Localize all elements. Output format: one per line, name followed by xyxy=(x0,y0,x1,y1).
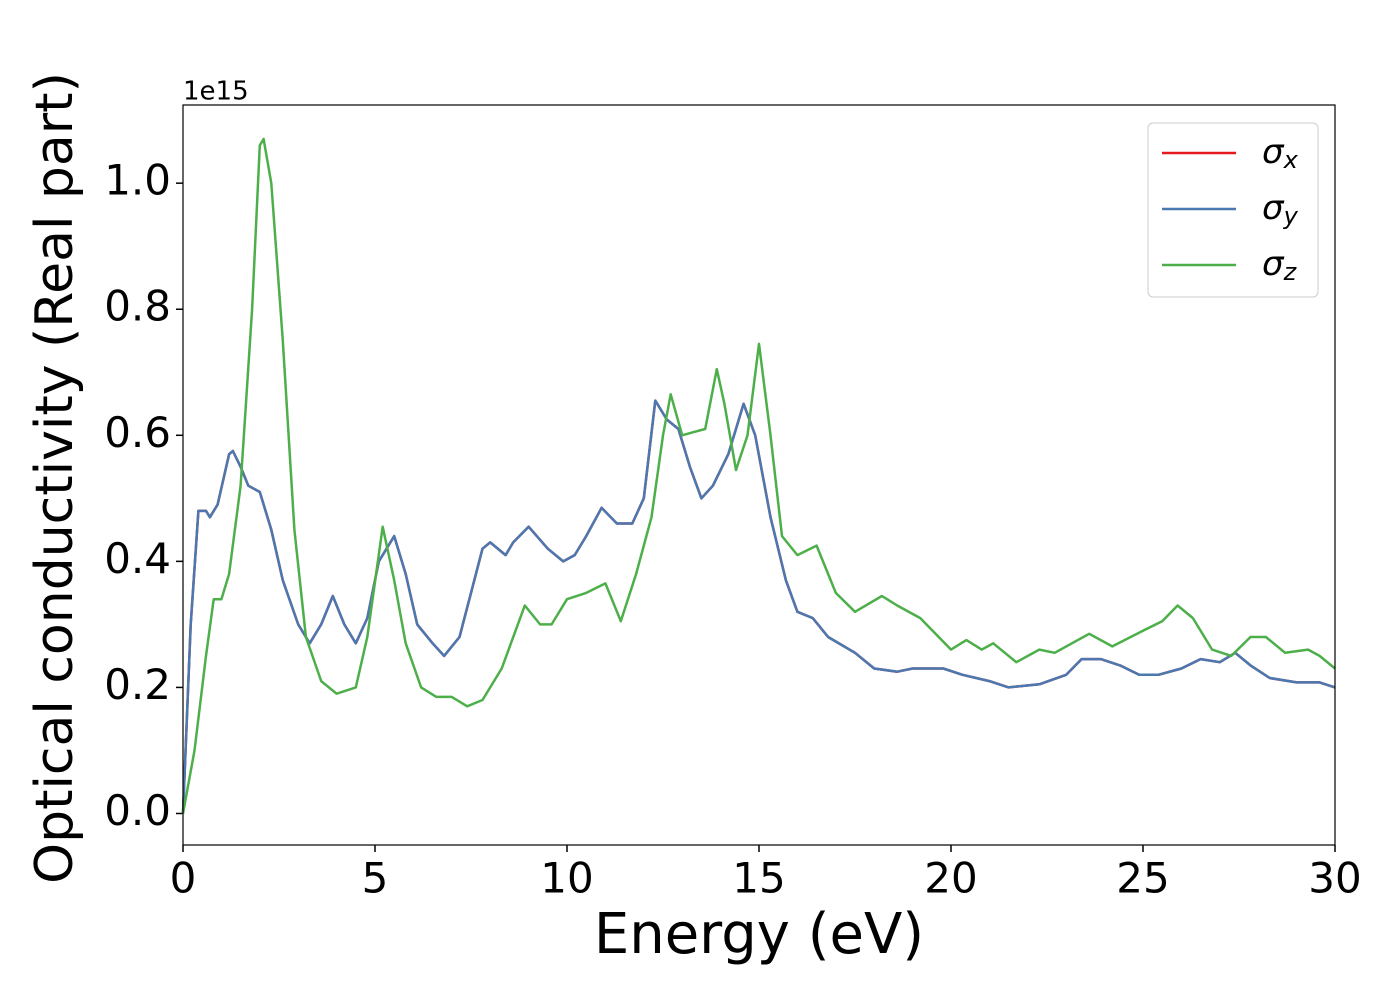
series-line xyxy=(181,399,1336,814)
y-tick-label: 0.8 xyxy=(104,282,171,331)
x-tick-label: 15 xyxy=(732,854,785,903)
plot-frame xyxy=(182,104,1336,846)
offset-text: 1e15 xyxy=(183,77,249,107)
y-tick-label: 0.2 xyxy=(104,660,171,709)
y-tick-label: 0.6 xyxy=(104,408,171,457)
x-tick-label: 25 xyxy=(1116,854,1169,903)
y-axis-label: Optical conductivity (Real part) xyxy=(25,72,85,884)
x-tick-label: 0 xyxy=(170,854,197,903)
y-tick-label: 0.0 xyxy=(104,786,171,835)
legend-label: σx xyxy=(1262,132,1299,175)
legend-label: σz xyxy=(1262,244,1298,287)
x-tick-label: 5 xyxy=(362,854,389,903)
x-tick-label: 10 xyxy=(540,854,593,903)
y-tick-label: 0.4 xyxy=(104,534,171,583)
series-line xyxy=(181,137,1336,814)
series-line xyxy=(181,399,1336,814)
x-tick-label: 30 xyxy=(1308,854,1361,903)
legend-label: σy xyxy=(1262,188,1299,231)
x-tick-label: 20 xyxy=(924,854,977,903)
y-tick-label: 1.0 xyxy=(104,156,171,205)
x-axis-label: Energy (eV) xyxy=(594,902,924,967)
